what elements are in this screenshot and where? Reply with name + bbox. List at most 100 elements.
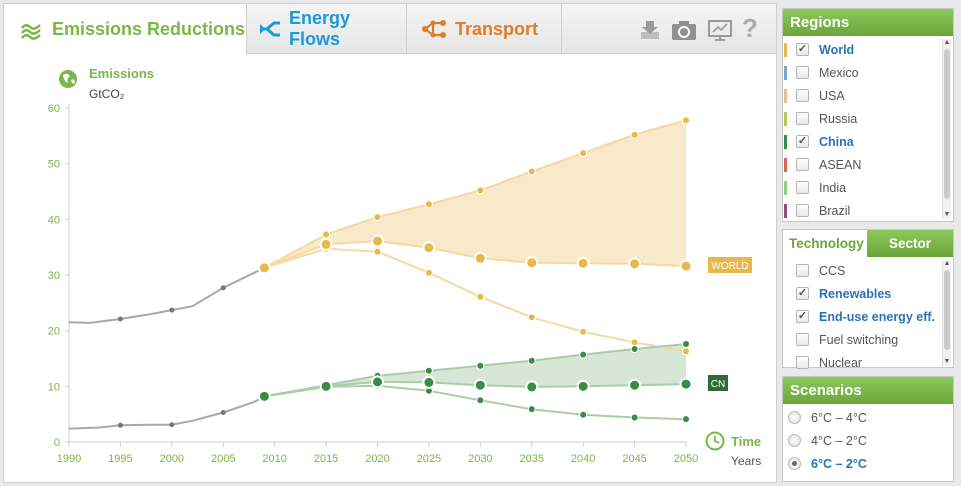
china-upper-point — [527, 356, 536, 365]
world-tag-box — [708, 257, 752, 273]
checkbox[interactable]: ✓ — [796, 135, 809, 148]
checkbox[interactable]: ✓ — [796, 310, 809, 323]
radio-button[interactable] — [788, 411, 801, 424]
checkbox[interactable] — [796, 333, 809, 346]
checkbox-label: Nuclear — [819, 355, 863, 370]
color-swatch — [784, 287, 787, 301]
region-item-usa[interactable]: USA — [783, 84, 943, 107]
world-selected-point — [628, 257, 642, 271]
china-selected-point — [257, 389, 271, 403]
china-lower-point — [630, 413, 639, 422]
scenario-option[interactable]: 6°C – 4°C — [783, 406, 943, 429]
regions-scrollbar[interactable]: ▲ ▼ — [942, 39, 951, 219]
china-history-line — [68, 395, 265, 430]
color-swatch — [784, 134, 787, 149]
energy-flows-icon — [260, 21, 280, 37]
x-tick-label: 2025 — [417, 453, 441, 465]
checkbox-label: World — [819, 42, 855, 57]
scenario-option[interactable]: 4°C – 2°C — [783, 429, 943, 452]
china-selected-point — [525, 380, 539, 394]
technology-item[interactable]: ✓ Renewables — [783, 282, 943, 305]
scenario-label: 6°C – 2°C — [811, 456, 867, 471]
time-label: Time — [731, 434, 761, 449]
world-selected-point — [257, 261, 271, 275]
region-item-china[interactable]: ✓ China — [783, 130, 943, 153]
color-swatch — [784, 333, 787, 347]
tab-transport[interactable]: Transport — [407, 4, 562, 54]
x-tick-label: 2000 — [160, 453, 184, 465]
world-upper-point — [630, 130, 639, 139]
main-panel: Emissions Reductions Energy Flows Transp… — [3, 3, 777, 483]
china-lower-point — [476, 396, 485, 405]
scroll-down-icon[interactable]: ▼ — [943, 211, 951, 218]
china-selected-point — [422, 375, 436, 389]
scroll-up-icon[interactable]: ▲ — [943, 39, 951, 46]
checkbox[interactable] — [796, 356, 809, 369]
world-lower-point — [476, 292, 485, 301]
checkbox[interactable]: ✓ — [796, 43, 809, 56]
china-selected-point — [628, 378, 642, 392]
y-tick-label: 60 — [48, 103, 60, 115]
region-item-brazil[interactable]: Brazil — [783, 199, 943, 222]
checkbox[interactable] — [796, 264, 809, 277]
world-history-line — [68, 266, 265, 324]
scroll-down-icon[interactable]: ▼ — [943, 358, 951, 365]
regions-header: Regions — [783, 9, 953, 36]
help-icon[interactable]: ? — [742, 13, 758, 43]
china-selected-point — [473, 378, 487, 392]
unit-label: GtCO₂ — [89, 87, 125, 101]
presentation-icon[interactable] — [708, 19, 732, 46]
region-item-india[interactable]: India — [783, 176, 943, 199]
checkbox[interactable] — [796, 89, 809, 102]
radio-button[interactable] — [788, 457, 801, 470]
technology-item[interactable]: Fuel switching — [783, 328, 943, 351]
checkbox[interactable] — [796, 112, 809, 125]
tab-energy-flows[interactable]: Energy Flows — [247, 4, 407, 54]
china-selected-point — [319, 379, 333, 393]
cn-tag: CN — [708, 375, 728, 391]
scroll-up-icon[interactable]: ▲ — [943, 260, 951, 267]
checkbox-label: ASEAN — [819, 157, 862, 172]
x-tick-label: 2045 — [622, 453, 646, 465]
camera-icon[interactable] — [671, 19, 697, 46]
x-tick-label: 2020 — [365, 453, 389, 465]
transport-icon — [422, 20, 446, 38]
technology-item[interactable]: ✓ End-use energy eff. — [783, 305, 943, 328]
regions-panel: Regions ✓ World Mexico USA Russia ✓ China ASEAN… — [782, 8, 954, 222]
technology-scroll-thumb[interactable] — [944, 270, 950, 350]
checkbox[interactable] — [796, 181, 809, 194]
color-swatch — [784, 203, 787, 218]
region-item-russia[interactable]: Russia — [783, 107, 943, 130]
world-range-area — [264, 120, 686, 268]
checkbox-label: USA — [819, 88, 845, 103]
download-icon[interactable] — [639, 19, 661, 46]
checkbox[interactable]: ✓ — [796, 287, 809, 300]
region-item-mexico[interactable]: Mexico — [783, 61, 943, 84]
world-lower-point — [424, 268, 433, 277]
y-tick-label: 30 — [48, 270, 60, 282]
tab-emissions-reductions[interactable]: Emissions Reductions — [4, 4, 247, 55]
scenarios-header: Scenarios — [783, 377, 953, 404]
technology-item[interactable]: CCS — [783, 259, 943, 282]
regions-scroll-thumb[interactable] — [944, 49, 950, 199]
checkbox[interactable] — [796, 158, 809, 171]
region-item-asean[interactable]: ASEAN — [783, 153, 943, 176]
y-tick-label: 50 — [48, 159, 60, 171]
world-upper-point — [373, 213, 382, 222]
checkbox[interactable] — [796, 66, 809, 79]
world-history-point — [220, 285, 226, 291]
color-swatch — [784, 42, 787, 57]
tab-sector[interactable]: Sector — [867, 230, 953, 257]
technology-scrollbar[interactable]: ▲ ▼ — [942, 260, 951, 366]
color-swatch — [784, 356, 787, 370]
x-tick-label: 2010 — [262, 453, 286, 465]
time-label-group: Time Years — [705, 431, 761, 468]
technology-item[interactable]: Nuclear — [783, 351, 943, 374]
region-item-world[interactable]: ✓ World — [783, 38, 943, 61]
checkbox[interactable] — [796, 204, 809, 217]
radio-button[interactable] — [788, 434, 801, 447]
x-tick-label: 1995 — [108, 453, 132, 465]
tab-technology[interactable]: Technology — [789, 236, 864, 251]
x-tick-label: 2015 — [314, 453, 338, 465]
scenario-option[interactable]: 6°C – 2°C — [783, 452, 943, 475]
